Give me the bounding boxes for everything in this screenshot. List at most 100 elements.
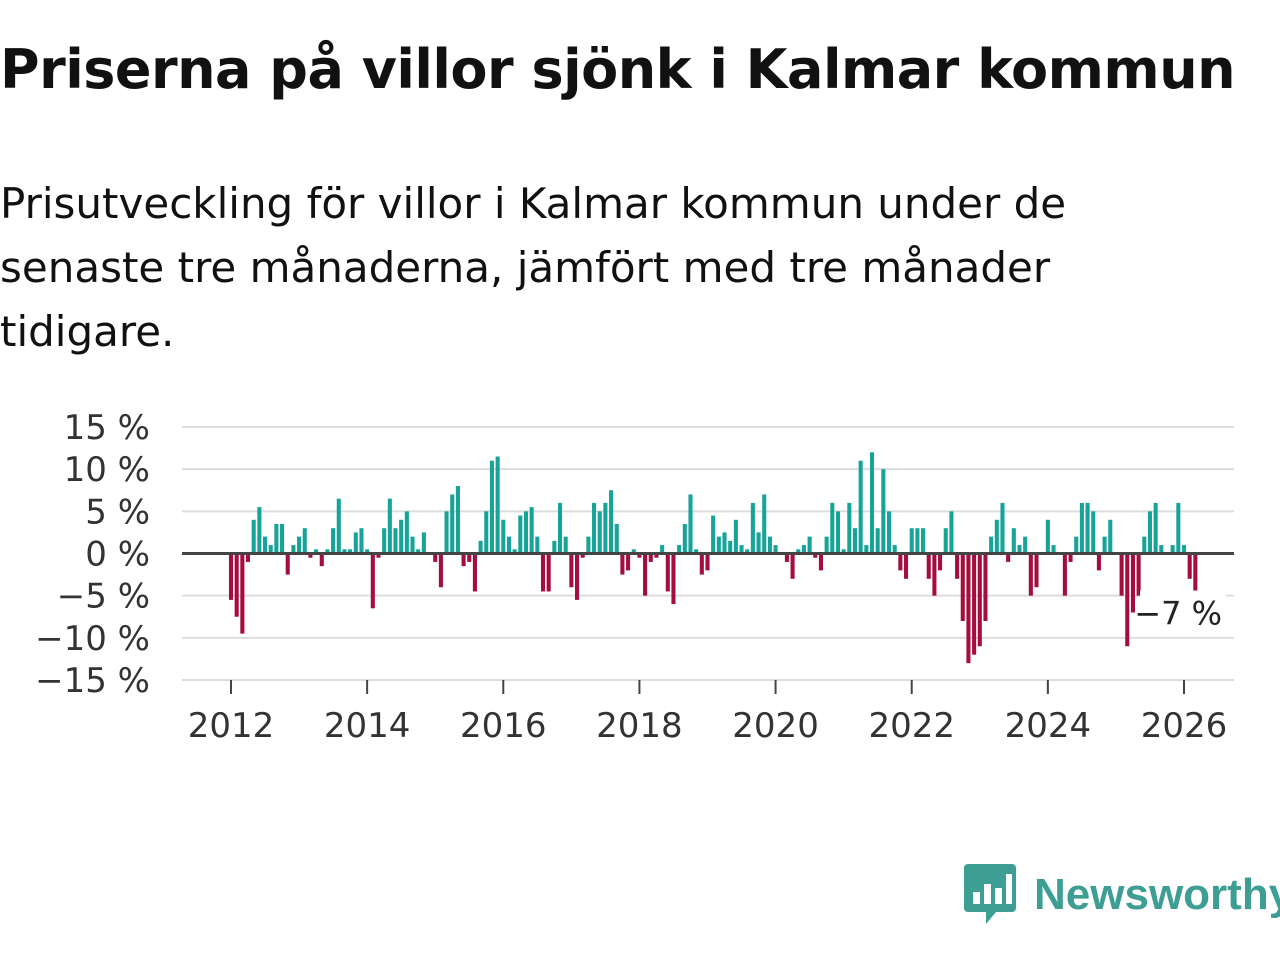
bar — [898, 553, 903, 571]
bar — [393, 528, 398, 554]
bar — [1028, 553, 1033, 596]
bar — [586, 536, 591, 554]
bar — [1096, 553, 1101, 571]
bar — [518, 515, 523, 554]
chart-subtitle: Prisutveckling för villor i Kalmar kommu… — [0, 179, 1067, 356]
bar — [767, 536, 772, 554]
bar — [552, 540, 557, 554]
bar — [660, 545, 665, 554]
bar — [694, 549, 699, 554]
bar — [302, 528, 307, 554]
bar — [489, 460, 494, 554]
bar — [722, 532, 727, 554]
bar — [648, 553, 653, 562]
bar — [977, 553, 982, 647]
bar — [682, 523, 687, 554]
bar — [1130, 553, 1135, 613]
bar — [1193, 553, 1198, 613]
bar — [1181, 545, 1187, 554]
bar — [540, 553, 546, 592]
x-tick-label: 2018 — [596, 706, 683, 746]
bar — [989, 536, 994, 554]
bar — [574, 553, 580, 600]
bar — [455, 486, 460, 554]
bar — [535, 536, 540, 554]
bar — [756, 532, 761, 554]
bar — [1062, 553, 1067, 596]
bar — [1125, 553, 1130, 647]
bar — [404, 511, 409, 554]
bar — [881, 469, 886, 554]
bar — [739, 545, 744, 554]
bar — [1006, 553, 1011, 562]
bar — [461, 553, 466, 567]
bar — [421, 532, 426, 554]
bar — [319, 553, 324, 567]
bar — [801, 545, 806, 554]
x-axis: 2012 2014 2016 2018 2020 2022 2024 2026 — [188, 680, 1228, 746]
bar — [932, 553, 937, 596]
bar — [1176, 502, 1181, 554]
bar — [972, 553, 977, 655]
x-tick-label: 2014 — [324, 706, 411, 746]
bar — [852, 528, 858, 554]
bar — [1045, 519, 1050, 554]
bar — [875, 528, 880, 554]
annotation-background — [1140, 590, 1226, 631]
bar — [569, 553, 574, 588]
bar — [966, 553, 971, 664]
bar — [1051, 545, 1056, 554]
bar — [365, 549, 370, 554]
bar — [643, 553, 648, 596]
bar — [336, 498, 341, 554]
bar — [228, 553, 234, 600]
bar — [841, 549, 846, 554]
bar — [297, 536, 302, 554]
brand-name: Newsworthy — [1034, 870, 1280, 919]
x-tick-label: 2026 — [1141, 706, 1228, 746]
bar — [263, 536, 268, 554]
bar — [609, 490, 614, 554]
bar — [1147, 511, 1152, 554]
y-tick-label: −10 % — [35, 619, 150, 659]
bar — [546, 553, 551, 592]
bar — [614, 523, 619, 554]
bar — [688, 494, 693, 554]
bar — [716, 536, 721, 554]
y-tick-label: 5 % — [85, 492, 150, 532]
bar — [762, 494, 767, 554]
y-tick-label: 0 % — [85, 535, 150, 575]
bar — [495, 456, 500, 554]
bar — [858, 460, 863, 554]
bar — [387, 498, 392, 554]
bar — [1068, 553, 1073, 562]
bar — [314, 549, 319, 554]
bar — [399, 519, 404, 554]
bar — [869, 452, 875, 554]
newsworthy-logo: Newsworthy — [964, 864, 1280, 926]
bar — [478, 540, 483, 554]
bar — [677, 545, 682, 554]
bar — [1000, 502, 1005, 554]
bar — [285, 553, 290, 575]
bar — [1085, 502, 1090, 554]
bar — [557, 502, 563, 554]
bar — [665, 553, 670, 592]
bar — [331, 528, 336, 554]
last-value-label: −7 % — [1134, 595, 1222, 633]
x-tick-label: 2016 — [460, 706, 547, 746]
bar — [342, 549, 347, 554]
bars — [228, 452, 1198, 664]
bar — [955, 553, 960, 579]
y-tick-label: −15 % — [35, 661, 150, 701]
bar — [938, 553, 943, 571]
bar — [790, 553, 795, 579]
bar — [699, 553, 704, 575]
bar — [626, 553, 631, 571]
bar — [1034, 553, 1039, 588]
bar — [291, 545, 296, 554]
bar — [268, 545, 273, 554]
bar — [773, 545, 778, 554]
bar — [501, 519, 506, 554]
bar — [603, 502, 608, 554]
